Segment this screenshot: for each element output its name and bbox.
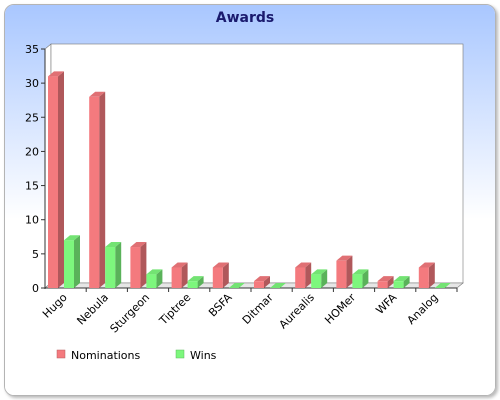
bar-top bbox=[146, 269, 163, 275]
bar-front bbox=[187, 281, 198, 288]
y-tick-label: 15 bbox=[25, 180, 39, 193]
bar-side bbox=[99, 91, 106, 288]
y-tick-label: 20 bbox=[25, 145, 39, 158]
bar-side bbox=[321, 269, 328, 288]
bar-wins-ditmar bbox=[270, 283, 286, 288]
bar-front bbox=[377, 281, 388, 288]
bar-side bbox=[264, 276, 270, 288]
bar-nominations-analog bbox=[418, 262, 435, 288]
bar-front bbox=[352, 274, 363, 288]
bar-top bbox=[434, 283, 451, 288]
bar-front bbox=[48, 76, 58, 288]
bar-top bbox=[187, 276, 204, 282]
y-tick-label: 30 bbox=[25, 77, 39, 90]
bar-side bbox=[346, 255, 353, 288]
bar-nominations-nebula bbox=[89, 91, 106, 288]
bar-wins-analog bbox=[434, 283, 451, 288]
y-tick-label: 10 bbox=[25, 214, 39, 227]
bar-front bbox=[418, 267, 429, 288]
bar-side bbox=[362, 269, 369, 288]
bar-nominations-sturgeon bbox=[130, 242, 147, 288]
bar-top bbox=[393, 276, 410, 282]
bar-top bbox=[105, 242, 122, 248]
bar-side bbox=[403, 276, 410, 288]
bar-front bbox=[393, 281, 404, 288]
bar-wins-bsfa bbox=[228, 283, 245, 288]
bar-wins-sturgeon bbox=[146, 269, 163, 288]
bar-top bbox=[418, 262, 435, 268]
bar-top bbox=[311, 269, 328, 275]
bar-front bbox=[64, 240, 74, 288]
bar-side bbox=[387, 276, 394, 288]
bar-top bbox=[130, 242, 147, 248]
y-tick-label: 5 bbox=[32, 248, 39, 261]
bar-side bbox=[197, 276, 204, 288]
bar-nominations-tiptree bbox=[171, 262, 188, 288]
bar-wins-aurealis bbox=[311, 269, 328, 288]
bar-top bbox=[270, 283, 286, 288]
bar-wins-tiptree bbox=[187, 276, 204, 288]
bar-front bbox=[171, 267, 182, 288]
bar-side bbox=[222, 262, 229, 288]
bar-nominations-hugo bbox=[48, 71, 64, 288]
bar-top bbox=[228, 283, 245, 288]
chart-title: Awards bbox=[216, 10, 274, 26]
bar-front bbox=[311, 274, 322, 288]
bar-top bbox=[64, 235, 80, 241]
bar-top bbox=[254, 276, 270, 282]
bar-front bbox=[254, 281, 264, 288]
bar-top bbox=[89, 91, 106, 97]
bar-wins-nebula bbox=[105, 242, 122, 288]
bar-nominations-homer bbox=[336, 255, 353, 288]
bar-front bbox=[130, 247, 141, 288]
bar-side bbox=[115, 242, 122, 288]
legend-swatch bbox=[56, 349, 66, 359]
y-tick-label: 25 bbox=[25, 111, 39, 124]
bars bbox=[48, 71, 451, 288]
bar-nominations-ditmar bbox=[254, 276, 270, 288]
legend: Nominations Wins bbox=[56, 349, 217, 362]
bar-top bbox=[295, 262, 312, 268]
bar-front bbox=[212, 267, 223, 288]
bar-nominations-bsfa bbox=[212, 262, 229, 288]
bar-front bbox=[105, 247, 116, 288]
bar-side bbox=[58, 71, 64, 288]
bar-front bbox=[295, 267, 306, 288]
bar-side bbox=[140, 242, 147, 288]
y-tick-label: 35 bbox=[25, 43, 39, 56]
bar-side bbox=[428, 262, 435, 288]
bar-top bbox=[336, 255, 353, 261]
bar-wins-hugo bbox=[64, 235, 80, 288]
bar-side bbox=[305, 262, 312, 288]
bar-top bbox=[171, 262, 188, 268]
bar-side bbox=[181, 262, 188, 288]
bar-top bbox=[377, 276, 394, 282]
bar-nominations-wfa bbox=[377, 276, 394, 288]
bar-top bbox=[48, 71, 64, 77]
bar-nominations-aurealis bbox=[295, 262, 312, 288]
chart-frame: Awards 0 5 10 15 20 25 30 35 Hugo Nebula Sturgeon T… bbox=[4, 4, 496, 396]
bar-top bbox=[352, 269, 369, 275]
bar-side bbox=[74, 235, 80, 288]
bar-side bbox=[156, 269, 163, 288]
bar-front bbox=[146, 274, 157, 288]
bar-wins-wfa bbox=[393, 276, 410, 288]
bar-wins-homer bbox=[352, 269, 369, 288]
bar-top bbox=[212, 262, 229, 268]
bar-front bbox=[336, 260, 347, 288]
legend-label: Nominations bbox=[71, 349, 141, 362]
bar-front bbox=[89, 96, 100, 288]
legend-swatch bbox=[175, 349, 185, 359]
y-tick-label: 0 bbox=[32, 282, 39, 295]
legend-label: Wins bbox=[190, 349, 217, 362]
